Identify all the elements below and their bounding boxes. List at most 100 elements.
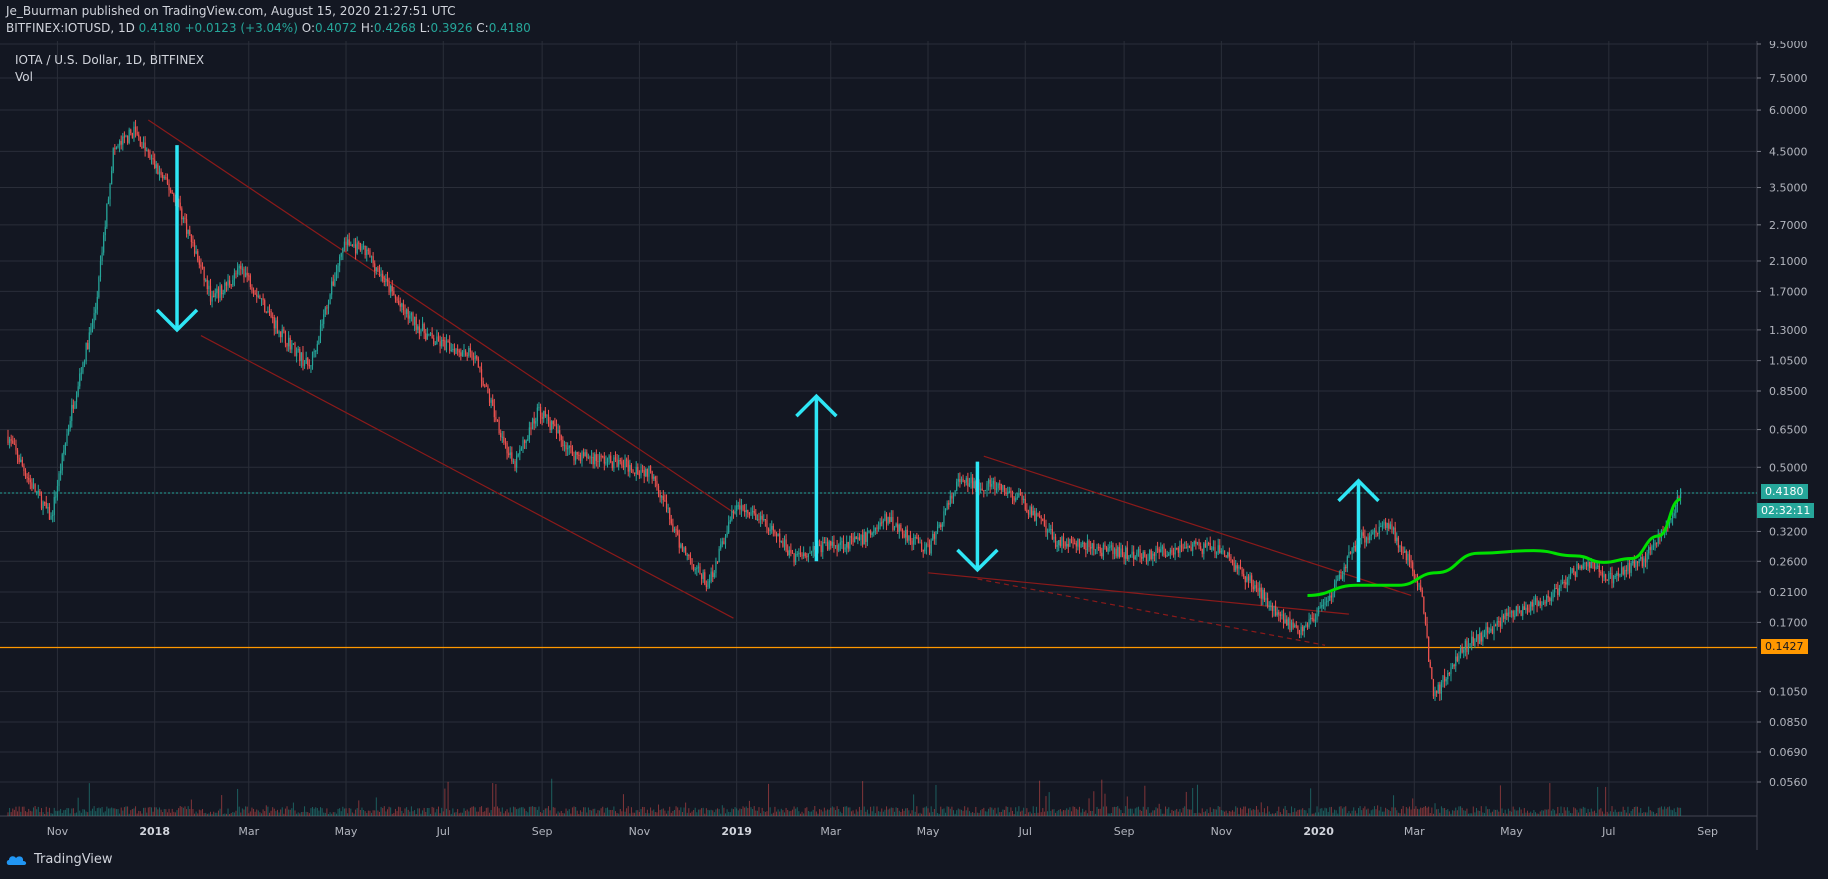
volume-bar [1283, 808, 1285, 816]
candle-body [28, 478, 30, 480]
volume-bar [842, 806, 844, 816]
author-name[interactable]: Je_Buurman [6, 4, 78, 18]
candle-body [1456, 656, 1458, 662]
volume-bar [1600, 808, 1602, 816]
volume-bar [417, 808, 419, 816]
volume-bar [96, 808, 98, 816]
volume-bar [1131, 808, 1133, 816]
candle-body [1013, 497, 1015, 501]
candle-body [1617, 572, 1619, 576]
volume-bar [536, 809, 538, 816]
candle-body [927, 544, 929, 546]
candle-body [10, 439, 12, 441]
volume-bar [1557, 806, 1559, 816]
volume-bar [1077, 809, 1079, 816]
price-tick-label: 1.3000 [1769, 324, 1808, 337]
volume-bar [249, 811, 251, 816]
candle-body [614, 457, 617, 460]
volume-bar [98, 807, 100, 816]
volume-bar [445, 808, 447, 816]
candle-body [1622, 567, 1624, 575]
volume-bar [721, 805, 723, 816]
candle-body [704, 572, 706, 585]
candle-body [1203, 543, 1205, 554]
volume-bar [127, 806, 129, 816]
volume-bar [85, 811, 87, 816]
candle-body [630, 465, 633, 470]
candle-body [1061, 537, 1063, 546]
candle-body [1455, 656, 1457, 667]
candle-body [1292, 622, 1294, 628]
volume-bar [447, 781, 449, 816]
volume-bar [522, 807, 524, 816]
candle-body [1568, 575, 1570, 579]
volume-bar [489, 812, 491, 816]
volume-bar [267, 806, 269, 816]
candle-body [949, 495, 951, 505]
candle-body [31, 482, 33, 489]
candle-body [229, 280, 231, 285]
tradingview-logo[interactable]: TradingView [6, 852, 113, 867]
volume-bar [455, 812, 457, 816]
candle-body [99, 260, 102, 277]
candle-body [120, 141, 122, 145]
volume-bar [1093, 791, 1095, 816]
candle-body [638, 474, 640, 476]
candle-body [1458, 655, 1460, 662]
candle-body [965, 477, 967, 483]
volume-bar [984, 811, 986, 816]
candle-body [803, 553, 805, 557]
candle-body [673, 528, 676, 532]
candle-body [1641, 557, 1643, 567]
volume-bar [614, 811, 616, 816]
candle-body [793, 553, 795, 563]
volume-bar [948, 806, 950, 816]
candle-body [1453, 664, 1455, 667]
volume-bar [1621, 811, 1623, 816]
candle-body [1353, 545, 1355, 548]
volume-bar [268, 812, 270, 816]
volume-bar [835, 810, 837, 816]
time-tick-label: Mar [238, 825, 259, 838]
volume-bar [366, 812, 368, 816]
volume-bar [235, 810, 237, 816]
volume-bar [20, 811, 22, 816]
volume-bar [669, 806, 671, 816]
volume-bar [890, 807, 892, 816]
volume-bar [496, 806, 498, 816]
candle-body [1380, 526, 1382, 528]
volume-bar [863, 806, 865, 816]
volume-bar [410, 806, 412, 816]
candle-body [1464, 640, 1466, 650]
candle-body [524, 440, 526, 444]
volume-bar [13, 809, 15, 816]
price-tick-label: 2.7000 [1769, 219, 1808, 232]
candle-body [586, 452, 588, 458]
volume-bar [908, 810, 910, 816]
volume-bar [752, 808, 754, 816]
volume-bar [862, 781, 864, 816]
candle-body [1630, 563, 1632, 573]
volume-bar [1673, 808, 1675, 816]
volume-bar [1377, 805, 1379, 816]
candle-body [1282, 614, 1285, 624]
candle-body [1518, 610, 1521, 612]
volume-bar [1292, 812, 1294, 816]
volume-bar [1327, 811, 1329, 816]
volume-bar [680, 807, 682, 816]
volume-bar [894, 811, 896, 816]
volume-bar [685, 802, 687, 816]
price-chart[interactable]: 9.50007.50006.00004.50003.50002.70002.10… [0, 41, 1828, 850]
volume-bar [605, 808, 607, 816]
candle-body [884, 514, 886, 521]
volume-bar [1016, 811, 1018, 816]
volume-bar [1125, 806, 1127, 816]
candle-body [841, 541, 843, 543]
volume-bar [720, 813, 722, 816]
volume-bar [1616, 812, 1618, 816]
candle-body [889, 517, 891, 522]
candle-body [873, 530, 875, 534]
volume-bar [343, 808, 345, 816]
candle-body [158, 171, 161, 175]
candle-body [1141, 557, 1143, 559]
